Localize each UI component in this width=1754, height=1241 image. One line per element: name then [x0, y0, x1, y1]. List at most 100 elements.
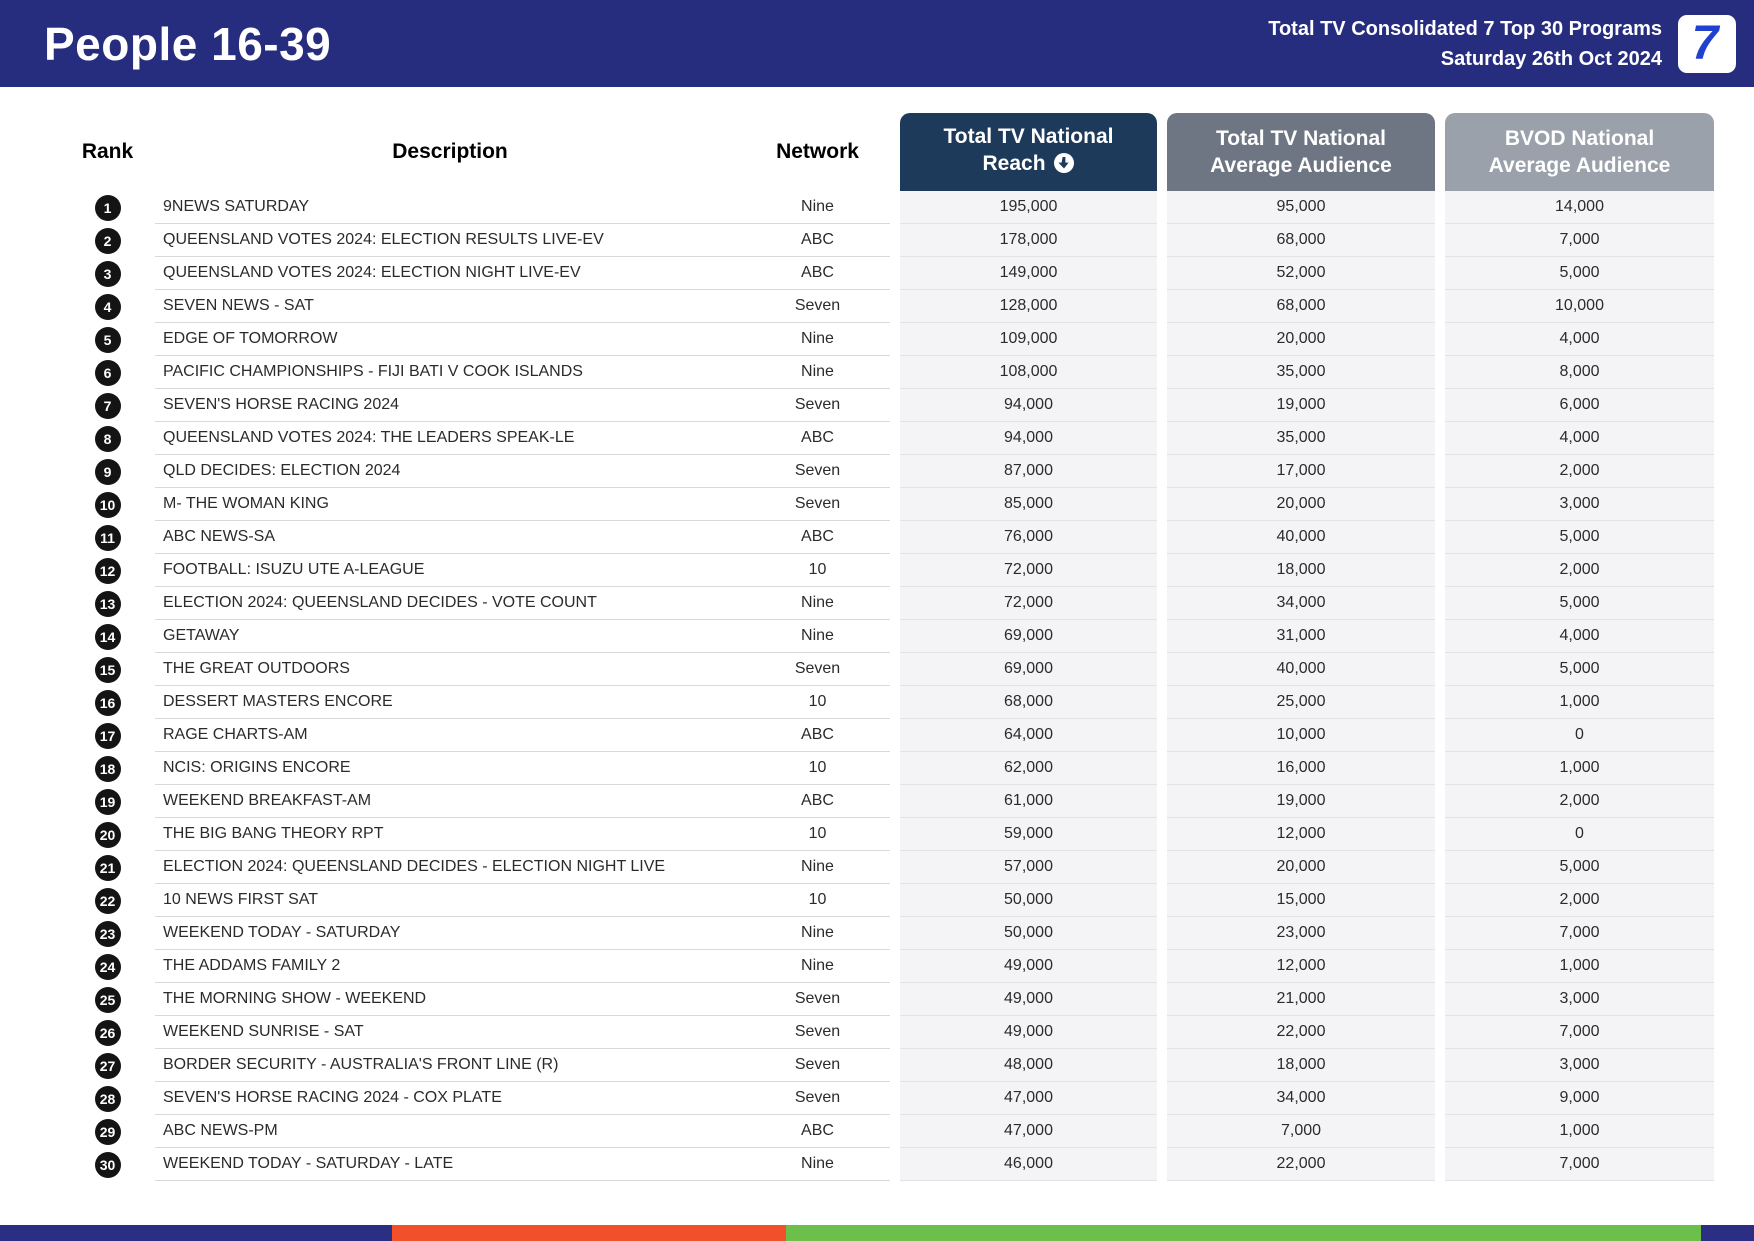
sort-descending-icon[interactable] — [1053, 152, 1075, 181]
description-cell: SEVEN NEWS - SAT — [155, 290, 745, 323]
network-cell: 10 — [745, 752, 890, 785]
reach-cell: 72,000 — [900, 554, 1157, 587]
network-cell: Nine — [745, 950, 890, 983]
rank-badge: 23 — [94, 920, 121, 947]
reach-cell: 69,000 — [900, 653, 1157, 686]
rank-badge: 13 — [94, 590, 121, 617]
avg-audience-cell: 20,000 — [1167, 488, 1435, 521]
rank-badge: 22 — [94, 887, 121, 914]
reach-cell: 178,000 — [900, 224, 1157, 257]
bvod-cell: 1,000 — [1445, 1115, 1714, 1148]
reach-cell: 61,000 — [900, 785, 1157, 818]
avg-audience-cell: 22,000 — [1167, 1148, 1435, 1181]
rank-badge: 25 — [94, 986, 121, 1013]
reach-cell: 48,000 — [900, 1049, 1157, 1082]
description-cell: ABC NEWS-PM — [155, 1115, 745, 1148]
network-cell: ABC — [745, 257, 890, 290]
bvod-cell: 5,000 — [1445, 521, 1714, 554]
description-cell: 9NEWS SATURDAY — [155, 191, 745, 224]
reach-cell: 47,000 — [900, 1115, 1157, 1148]
reach-cell: 57,000 — [900, 851, 1157, 884]
network-cell: Nine — [745, 356, 890, 389]
network-cell: ABC — [745, 719, 890, 752]
rank-cell: 23 — [60, 917, 155, 950]
table-row: 28 SEVEN'S HORSE RACING 2024 - COX PLATE… — [60, 1082, 1714, 1115]
description-cell: WEEKEND TODAY - SATURDAY — [155, 917, 745, 950]
avg-audience-cell: 34,000 — [1167, 1082, 1435, 1115]
network-cell: ABC — [745, 1115, 890, 1148]
reach-label-text: Total TV National Reach — [943, 124, 1114, 175]
bvod-cell: 5,000 — [1445, 257, 1714, 290]
network-cell: Seven — [745, 389, 890, 422]
network-cell: Seven — [745, 455, 890, 488]
rank-badge: 2 — [94, 227, 121, 254]
seven-network-logo: 7 — [1678, 14, 1736, 73]
table-row: 9 QLD DECIDES: ELECTION 2024 Seven 87,00… — [60, 455, 1714, 488]
reach-cell: 72,000 — [900, 587, 1157, 620]
avg-audience-cell: 20,000 — [1167, 851, 1435, 884]
description-cell: EDGE OF TOMORROW — [155, 323, 745, 356]
avg-audience-cell: 16,000 — [1167, 752, 1435, 785]
table-body: 1 9NEWS SATURDAY Nine 195,000 95,000 14,… — [60, 191, 1714, 1181]
rank-badge: 7 — [94, 392, 121, 419]
rank-cell: 26 — [60, 1016, 155, 1049]
rank-badge: 26 — [94, 1019, 121, 1046]
rank-badge: 19 — [94, 788, 121, 815]
bvod-cell: 2,000 — [1445, 455, 1714, 488]
network-cell: Nine — [745, 620, 890, 653]
column-header-bvod: BVOD National Average Audience — [1445, 113, 1714, 191]
rank-cell: 7 — [60, 389, 155, 422]
column-header-network: Network — [776, 140, 859, 163]
network-cell: ABC — [745, 224, 890, 257]
network-cell: Seven — [745, 290, 890, 323]
description-cell: WEEKEND BREAKFAST-AM — [155, 785, 745, 818]
bvod-cell: 3,000 — [1445, 983, 1714, 1016]
table-row: 15 THE GREAT OUTDOORS Seven 69,000 40,00… — [60, 653, 1714, 686]
rank-cell: 6 — [60, 356, 155, 389]
rank-badge: 6 — [94, 359, 121, 386]
bvod-cell: 0 — [1445, 719, 1714, 752]
description-cell: ELECTION 2024: QUEENSLAND DECIDES - ELEC… — [155, 851, 745, 884]
bvod-cell: 1,000 — [1445, 686, 1714, 719]
description-cell: QUEENSLAND VOTES 2024: ELECTION RESULTS … — [155, 224, 745, 257]
rank-badge: 27 — [94, 1052, 121, 1079]
avg-audience-cell: 18,000 — [1167, 1049, 1435, 1082]
bvod-cell: 6,000 — [1445, 389, 1714, 422]
report-info: Total TV Consolidated 7 Top 30 Programs … — [1268, 14, 1662, 74]
table-row: 6 PACIFIC CHAMPIONSHIPS - FIJI BATI V CO… — [60, 356, 1714, 389]
table-row: 18 NCIS: ORIGINS ENCORE 10 62,000 16,000… — [60, 752, 1714, 785]
report-name: Total TV Consolidated 7 Top 30 Programs — [1268, 17, 1662, 40]
table-row: 27 BORDER SECURITY - AUSTRALIA'S FRONT L… — [60, 1049, 1714, 1082]
bvod-cell: 0 — [1445, 818, 1714, 851]
rank-badge: 16 — [94, 689, 121, 716]
description-cell: RAGE CHARTS-AM — [155, 719, 745, 752]
avg-audience-cell: 68,000 — [1167, 290, 1435, 323]
rank-cell: 10 — [60, 488, 155, 521]
rank-cell: 11 — [60, 521, 155, 554]
bvod-cell: 1,000 — [1445, 752, 1714, 785]
report-date: Saturday 26th Oct 2024 — [1440, 47, 1662, 70]
rank-cell: 24 — [60, 950, 155, 983]
column-header-avg-audience: Total TV National Average Audience — [1167, 113, 1435, 191]
description-cell: QUEENSLAND VOTES 2024: ELECTION NIGHT LI… — [155, 257, 745, 290]
column-header-reach-label: Total TV National Reach — [928, 123, 1129, 182]
bvod-cell: 2,000 — [1445, 554, 1714, 587]
table-row: 2 QUEENSLAND VOTES 2024: ELECTION RESULT… — [60, 224, 1714, 257]
avg-audience-cell: 23,000 — [1167, 917, 1435, 950]
bvod-cell: 5,000 — [1445, 653, 1714, 686]
rank-cell: 17 — [60, 719, 155, 752]
table-row: 8 QUEENSLAND VOTES 2024: THE LEADERS SPE… — [60, 422, 1714, 455]
rank-cell: 18 — [60, 752, 155, 785]
bvod-cell: 4,000 — [1445, 620, 1714, 653]
network-cell: Nine — [745, 323, 890, 356]
description-cell: FOOTBALL: ISUZU UTE A-LEAGUE — [155, 554, 745, 587]
rank-badge: 8 — [94, 425, 121, 452]
reach-cell: 94,000 — [900, 389, 1157, 422]
rank-badge: 21 — [94, 854, 121, 881]
reach-cell: 108,000 — [900, 356, 1157, 389]
column-header-reach[interactable]: Total TV National Reach — [900, 113, 1157, 191]
network-cell: ABC — [745, 521, 890, 554]
bvod-cell: 7,000 — [1445, 224, 1714, 257]
rank-cell: 22 — [60, 884, 155, 917]
